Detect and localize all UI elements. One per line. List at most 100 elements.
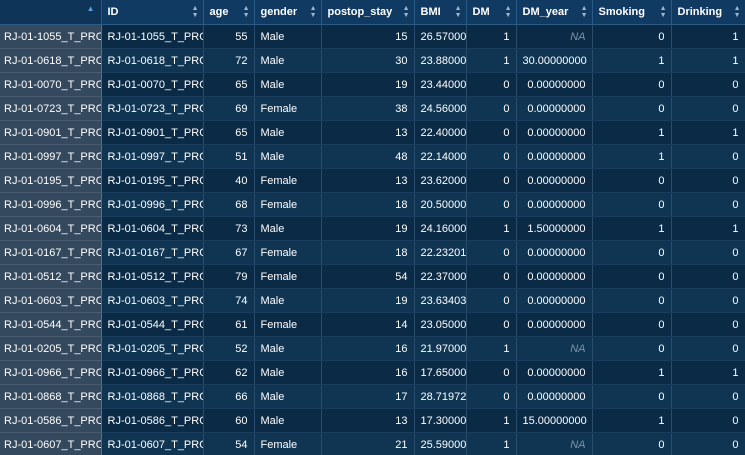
row-name-cell[interactable]: RJ-01-0586_T_PRO [0, 408, 102, 433]
table-row[interactable]: RJ-01-0586_T_PRO RJ-01-0586_T_PRO 60 Male 13… [0, 408, 745, 433]
sort-updown-icon[interactable]: ▲ ▼ [659, 5, 667, 19]
sort-updown-icon[interactable]: ▲ ▼ [504, 5, 512, 19]
table-row[interactable]: RJ-01-0544_T_PRO RJ-01-0544_T_PRO 61 Female… [0, 312, 745, 337]
cell-age[interactable]: 55 [203, 24, 255, 49]
cell-dm-year[interactable]: 0.00000000 [516, 288, 593, 313]
cell-drinking[interactable]: 0 [671, 312, 745, 337]
table-row[interactable]: RJ-01-0997_T_PRO RJ-01-0997_T_PRO 51 Male 48… [0, 144, 745, 169]
cell-smoking[interactable]: 0 [592, 96, 672, 121]
cell-bmi[interactable]: 22.23201 [414, 240, 467, 265]
cell-gender[interactable]: Male [254, 384, 322, 409]
row-name-cell[interactable]: RJ-01-0996_T_PRO [0, 192, 102, 217]
cell-id[interactable]: RJ-01-0586_T_PRO [101, 408, 204, 433]
cell-gender[interactable]: Female [254, 264, 322, 289]
cell-gender[interactable]: Male [254, 48, 322, 73]
cell-postop-stay[interactable]: 18 [321, 192, 415, 217]
cell-smoking[interactable]: 1 [592, 408, 672, 433]
cell-postop-stay[interactable]: 13 [321, 168, 415, 193]
table-row[interactable]: RJ-01-0195_T_PRO RJ-01-0195_T_PRO 40 Female… [0, 168, 745, 193]
column-header-age[interactable]: age ▲ ▼ [203, 0, 255, 25]
cell-gender[interactable]: Female [254, 168, 322, 193]
cell-postop-stay[interactable]: 19 [321, 288, 415, 313]
cell-dm[interactable]: 0 [466, 192, 517, 217]
cell-dm-year[interactable]: 0.00000000 [516, 264, 593, 289]
table-row[interactable]: RJ-01-0070_T_PRO RJ-01-0070_T_PRO 65 Male 19… [0, 72, 745, 97]
cell-dm[interactable]: 1 [466, 24, 517, 49]
cell-postop-stay[interactable]: 13 [321, 120, 415, 145]
cell-postop-stay[interactable]: 15 [321, 24, 415, 49]
cell-dm-year[interactable]: NA [516, 336, 593, 361]
cell-bmi[interactable]: 25.59000 [414, 432, 467, 455]
sort-updown-icon[interactable]: ▲ ▼ [191, 5, 199, 19]
cell-postop-stay[interactable]: 54 [321, 264, 415, 289]
cell-dm-year[interactable]: 0.00000000 [516, 168, 593, 193]
cell-smoking[interactable]: 1 [592, 360, 672, 385]
cell-age[interactable]: 62 [203, 360, 255, 385]
cell-smoking[interactable]: 0 [592, 336, 672, 361]
cell-id[interactable]: RJ-01-0723_T_PRO [101, 96, 204, 121]
table-row[interactable]: RJ-01-0607_T_PRO RJ-01-0607_T_PRO 54 Female… [0, 432, 745, 455]
cell-bmi[interactable]: 21.97000 [414, 336, 467, 361]
cell-smoking[interactable]: 0 [592, 288, 672, 313]
cell-age[interactable]: 72 [203, 48, 255, 73]
cell-gender[interactable]: Female [254, 192, 322, 217]
cell-smoking[interactable]: 0 [592, 72, 672, 97]
table-row[interactable]: RJ-01-0512_T_PRO RJ-01-0512_T_PRO 79 Female… [0, 264, 745, 289]
cell-bmi[interactable]: 22.37000 [414, 264, 467, 289]
cell-id[interactable]: RJ-01-0512_T_PRO [101, 264, 204, 289]
cell-drinking[interactable]: 0 [671, 240, 745, 265]
cell-dm-year[interactable]: 0.00000000 [516, 240, 593, 265]
cell-dm-year[interactable]: 1.50000000 [516, 216, 593, 241]
cell-drinking[interactable]: 0 [671, 168, 745, 193]
cell-postop-stay[interactable]: 19 [321, 216, 415, 241]
cell-bmi[interactable]: 28.71972 [414, 384, 467, 409]
cell-postop-stay[interactable]: 30 [321, 48, 415, 73]
cell-age[interactable]: 79 [203, 264, 255, 289]
cell-id[interactable]: RJ-01-1055_T_PRO [101, 24, 204, 49]
row-name-cell[interactable]: RJ-01-0070_T_PRO [0, 72, 102, 97]
row-name-cell[interactable]: RJ-01-0195_T_PRO [0, 168, 102, 193]
cell-id[interactable]: RJ-01-0604_T_PRO [101, 216, 204, 241]
table-row[interactable]: RJ-01-0723_T_PRO RJ-01-0723_T_PRO 69 Female… [0, 96, 745, 121]
cell-bmi[interactable]: 23.88000 [414, 48, 467, 73]
cell-smoking[interactable]: 0 [592, 264, 672, 289]
cell-bmi[interactable]: 17.65000 [414, 360, 467, 385]
row-name-cell[interactable]: RJ-01-0603_T_PRO [0, 288, 102, 313]
column-header-dm[interactable]: DM ▲ ▼ [466, 0, 517, 25]
cell-gender[interactable]: Male [254, 216, 322, 241]
cell-age[interactable]: 67 [203, 240, 255, 265]
cell-smoking[interactable]: 0 [592, 432, 672, 455]
cell-dm[interactable]: 0 [466, 360, 517, 385]
cell-bmi[interactable]: 22.14000 [414, 144, 467, 169]
row-name-cell[interactable]: RJ-01-1055_T_PRO [0, 24, 102, 49]
cell-dm-year[interactable]: 30.00000000 [516, 48, 593, 73]
cell-id[interactable]: RJ-01-0603_T_PRO [101, 288, 204, 313]
cell-id[interactable]: RJ-01-0901_T_PRO [101, 120, 204, 145]
sort-updown-icon[interactable]: ▲ ▼ [733, 5, 741, 19]
cell-age[interactable]: 65 [203, 72, 255, 97]
cell-smoking[interactable]: 0 [592, 384, 672, 409]
column-header-smoking[interactable]: Smoking ▲ ▼ [592, 0, 672, 25]
cell-gender[interactable]: Female [254, 432, 322, 455]
row-name-cell[interactable]: RJ-01-0723_T_PRO [0, 96, 102, 121]
cell-bmi[interactable]: 23.62000 [414, 168, 467, 193]
cell-id[interactable]: RJ-01-0996_T_PRO [101, 192, 204, 217]
cell-drinking[interactable]: 0 [671, 384, 745, 409]
sort-updown-icon[interactable]: ▲ ▼ [309, 5, 317, 19]
cell-dm[interactable]: 0 [466, 96, 517, 121]
row-name-cell[interactable]: RJ-01-0868_T_PRO [0, 384, 102, 409]
cell-drinking[interactable]: 0 [671, 264, 745, 289]
cell-postop-stay[interactable]: 16 [321, 336, 415, 361]
cell-dm[interactable]: 0 [466, 72, 517, 97]
cell-bmi[interactable]: 23.44000 [414, 72, 467, 97]
column-header-bmi[interactable]: BMI ▲ ▼ [414, 0, 467, 25]
cell-gender[interactable]: Male [254, 360, 322, 385]
cell-postop-stay[interactable]: 19 [321, 72, 415, 97]
cell-drinking[interactable]: 0 [671, 336, 745, 361]
row-name-cell[interactable]: RJ-01-0997_T_PRO [0, 144, 102, 169]
cell-id[interactable]: RJ-01-0997_T_PRO [101, 144, 204, 169]
table-row[interactable]: RJ-01-0868_T_PRO RJ-01-0868_T_PRO 66 Male 17… [0, 384, 745, 409]
cell-age[interactable]: 60 [203, 408, 255, 433]
cell-age[interactable]: 54 [203, 432, 255, 455]
cell-dm[interactable]: 0 [466, 288, 517, 313]
